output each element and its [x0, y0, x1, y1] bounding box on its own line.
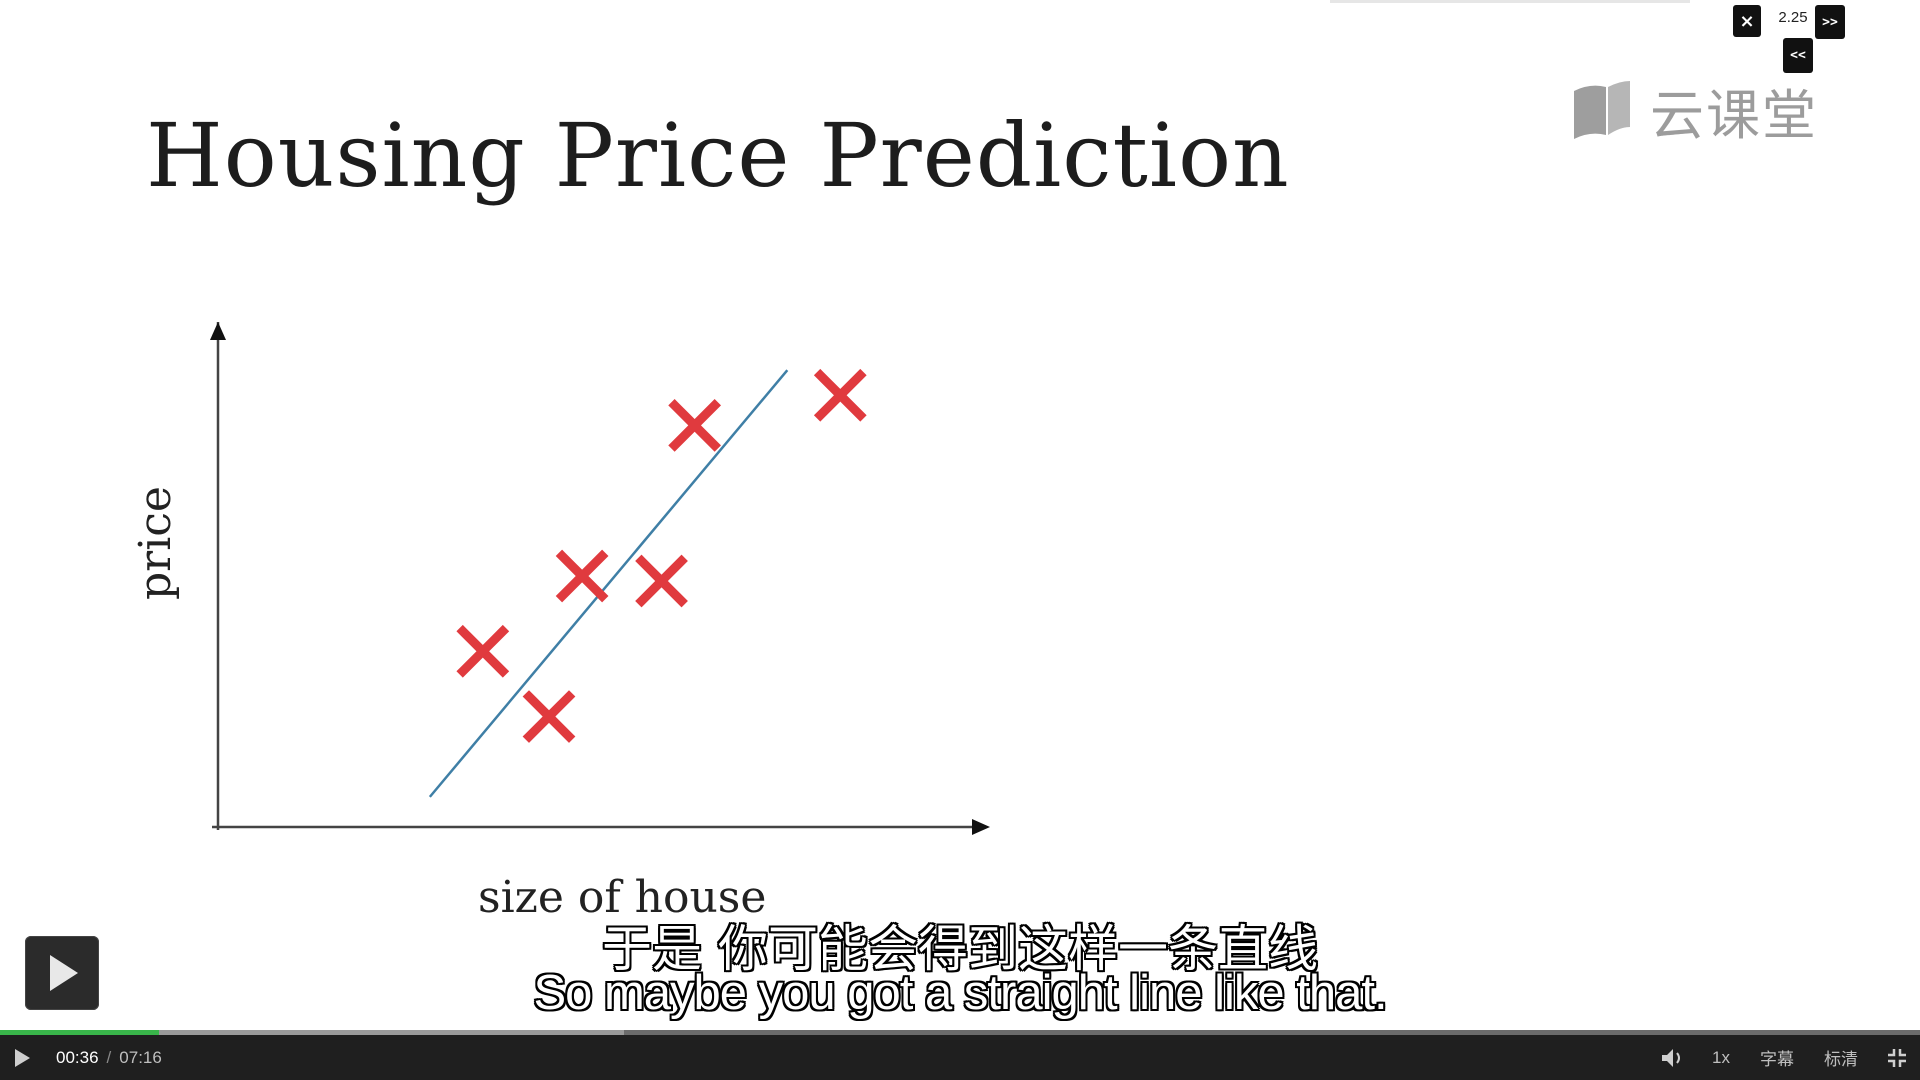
- data-point-3: [555, 549, 609, 603]
- quality-button[interactable]: 标清: [1824, 1050, 1858, 1069]
- subtitle-english: So maybe you got a straight line like th…: [533, 966, 1387, 1020]
- watermark-text: 云课堂: [1650, 83, 1818, 147]
- playback-speed-value: 2.25: [1778, 9, 1808, 26]
- progress-buffered: [0, 1030, 624, 1035]
- y-axis-label: price: [130, 486, 181, 600]
- play-icon: [50, 955, 78, 991]
- data-point-2: [522, 690, 576, 743]
- speed-up-button[interactable]: >>: [1815, 5, 1845, 39]
- data-point-4: [635, 554, 688, 608]
- play-button[interactable]: [12, 1035, 32, 1080]
- control-bar: 00:36 / 07:16 1x 字幕 标清: [0, 1035, 1920, 1080]
- y-axis-arrow: [210, 322, 226, 340]
- speaker-icon: [1662, 1048, 1680, 1067]
- fullscreen-exit-icon: [1888, 1048, 1906, 1067]
- video-frame[interactable]: × 2.25 >> << 云课堂 Housing Price Predictio…: [0, 0, 1920, 1030]
- book-icon: [1574, 81, 1630, 139]
- data-point-1: [456, 624, 510, 678]
- subtitle-chinese: 于是 你可能会得到这样一条直线: [602, 920, 1318, 978]
- subtitle-button[interactable]: 字幕: [1760, 1050, 1794, 1069]
- top-divider: [1330, 0, 1690, 3]
- progress-bar[interactable]: [0, 1030, 1920, 1035]
- x-axis-arrow: [972, 819, 990, 835]
- progress-played: [0, 1030, 160, 1035]
- rate-button[interactable]: 1x: [1712, 1047, 1730, 1067]
- scatter-chart: [210, 322, 990, 835]
- speed-down-button[interactable]: <<: [1783, 38, 1813, 73]
- close-icon[interactable]: ×: [1733, 5, 1761, 37]
- speed-control: × 2.25 >> <<: [1731, 3, 1845, 73]
- watermark-logo: 云课堂: [1568, 75, 1818, 147]
- current-time: 00:36: [56, 1047, 99, 1067]
- big-play-button[interactable]: [25, 936, 99, 1010]
- fullscreen-button[interactable]: [1886, 1035, 1908, 1080]
- data-point-6: [813, 368, 867, 422]
- slide-title: Housing Price Prediction: [146, 104, 1290, 207]
- time-display: 00:36 / 07:16: [56, 1035, 162, 1080]
- fit-line: [428, 369, 789, 798]
- data-point-5: [668, 399, 722, 452]
- x-axis-label: size of house: [478, 872, 767, 923]
- total-time: 07:16: [119, 1047, 162, 1067]
- volume-button[interactable]: [1660, 1035, 1686, 1080]
- play-icon: [15, 1048, 30, 1067]
- time-separator: /: [106, 1047, 112, 1067]
